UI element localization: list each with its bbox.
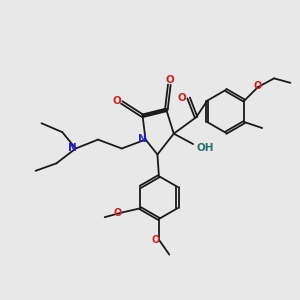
- Text: OH: OH: [197, 142, 214, 153]
- Text: O: O: [151, 235, 160, 245]
- Text: O: O: [178, 93, 187, 103]
- Text: O: O: [166, 75, 174, 85]
- Text: O: O: [113, 208, 122, 218]
- Text: O: O: [112, 96, 121, 106]
- Text: N: N: [68, 143, 76, 153]
- Text: N: N: [138, 134, 146, 144]
- Text: O: O: [254, 81, 262, 91]
